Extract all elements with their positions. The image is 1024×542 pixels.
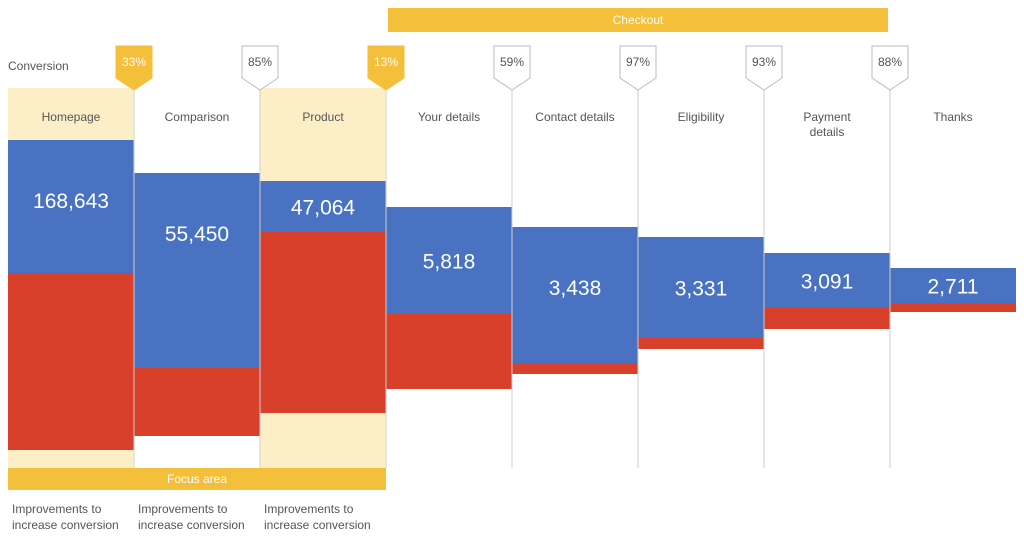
kept-bar xyxy=(386,207,512,314)
drop-off-bar xyxy=(386,314,512,389)
conversion-row-label: Conversion xyxy=(8,59,69,73)
drop-off-bar xyxy=(134,368,260,436)
step-label: details xyxy=(810,125,845,139)
improvement-note: Improvements to xyxy=(264,502,354,516)
value-label: 3,091 xyxy=(801,271,854,294)
flow-bars xyxy=(8,140,1016,450)
conversion-badge xyxy=(241,45,279,91)
value-label: 168,643 xyxy=(33,190,109,213)
drop-off-bar xyxy=(260,232,386,413)
conversion-badge xyxy=(115,45,153,91)
conversion-badge xyxy=(871,45,909,91)
conversion-rate: 93% xyxy=(752,55,776,69)
checkout-label: Checkout xyxy=(613,13,664,27)
kept-bar xyxy=(512,227,638,363)
step-label: Comparison xyxy=(165,110,230,124)
conversion-badge xyxy=(745,45,783,91)
value-label: 5,818 xyxy=(423,251,476,274)
checkout-band xyxy=(388,8,888,32)
drop-off-bar xyxy=(764,308,890,329)
step-label: Homepage xyxy=(42,110,101,124)
focus-area-label: Focus area xyxy=(167,472,227,486)
conversion-badge xyxy=(619,45,657,91)
conversion-badges: 33% 85% 13% 59% 97% 93% 88% xyxy=(115,45,909,91)
value-label: 55,450 xyxy=(165,223,229,246)
step-dividers xyxy=(133,88,891,468)
drop-off-bar xyxy=(8,273,134,450)
step-label: Thanks xyxy=(933,110,972,124)
value-label: 3,331 xyxy=(675,278,728,301)
kept-bar xyxy=(134,173,260,368)
conversion-rate: 59% xyxy=(500,55,524,69)
improvement-note: increase conversion xyxy=(264,518,371,532)
drop-off-bar xyxy=(890,303,1016,312)
kept-bar xyxy=(764,253,890,308)
improvement-note: increase conversion xyxy=(138,518,245,532)
kept-bar xyxy=(8,140,134,273)
step-label: Your details xyxy=(418,110,480,124)
improvement-note: Improvements to xyxy=(12,502,102,516)
improvement-notes: Improvements to increase conversion Improv… xyxy=(12,502,371,532)
kept-bar xyxy=(260,181,386,232)
step-label: Payment xyxy=(803,110,851,124)
step-label: Product xyxy=(302,110,344,124)
kept-bar xyxy=(638,237,764,338)
focus-area-band xyxy=(8,468,386,490)
improvement-note: increase conversion xyxy=(12,518,119,532)
value-label: 3,438 xyxy=(549,277,602,300)
value-label: 2,711 xyxy=(928,276,979,299)
conversion-rate: 85% xyxy=(248,55,272,69)
drop-off-bar xyxy=(512,363,638,374)
step-labels: Homepage Comparison Product Your details Con… xyxy=(42,110,973,139)
kept-bar xyxy=(890,268,1016,303)
step-label: Eligibility xyxy=(678,110,725,124)
step-label: Contact details xyxy=(535,110,614,124)
conversion-rate: 88% xyxy=(878,55,902,69)
conversion-rate: 97% xyxy=(626,55,650,69)
value-labels: 168,643 55,450 47,064 5,818 3,438 3,331 3,091 2… xyxy=(33,190,978,301)
drop-off-bar xyxy=(638,338,764,349)
improvement-note: Improvements to xyxy=(138,502,228,516)
conversion-badge xyxy=(493,45,531,91)
conversion-rate: 13% xyxy=(374,55,398,69)
value-label: 47,064 xyxy=(291,197,356,220)
conversion-rate: 33% xyxy=(122,55,146,69)
conversion-badge xyxy=(367,45,405,91)
